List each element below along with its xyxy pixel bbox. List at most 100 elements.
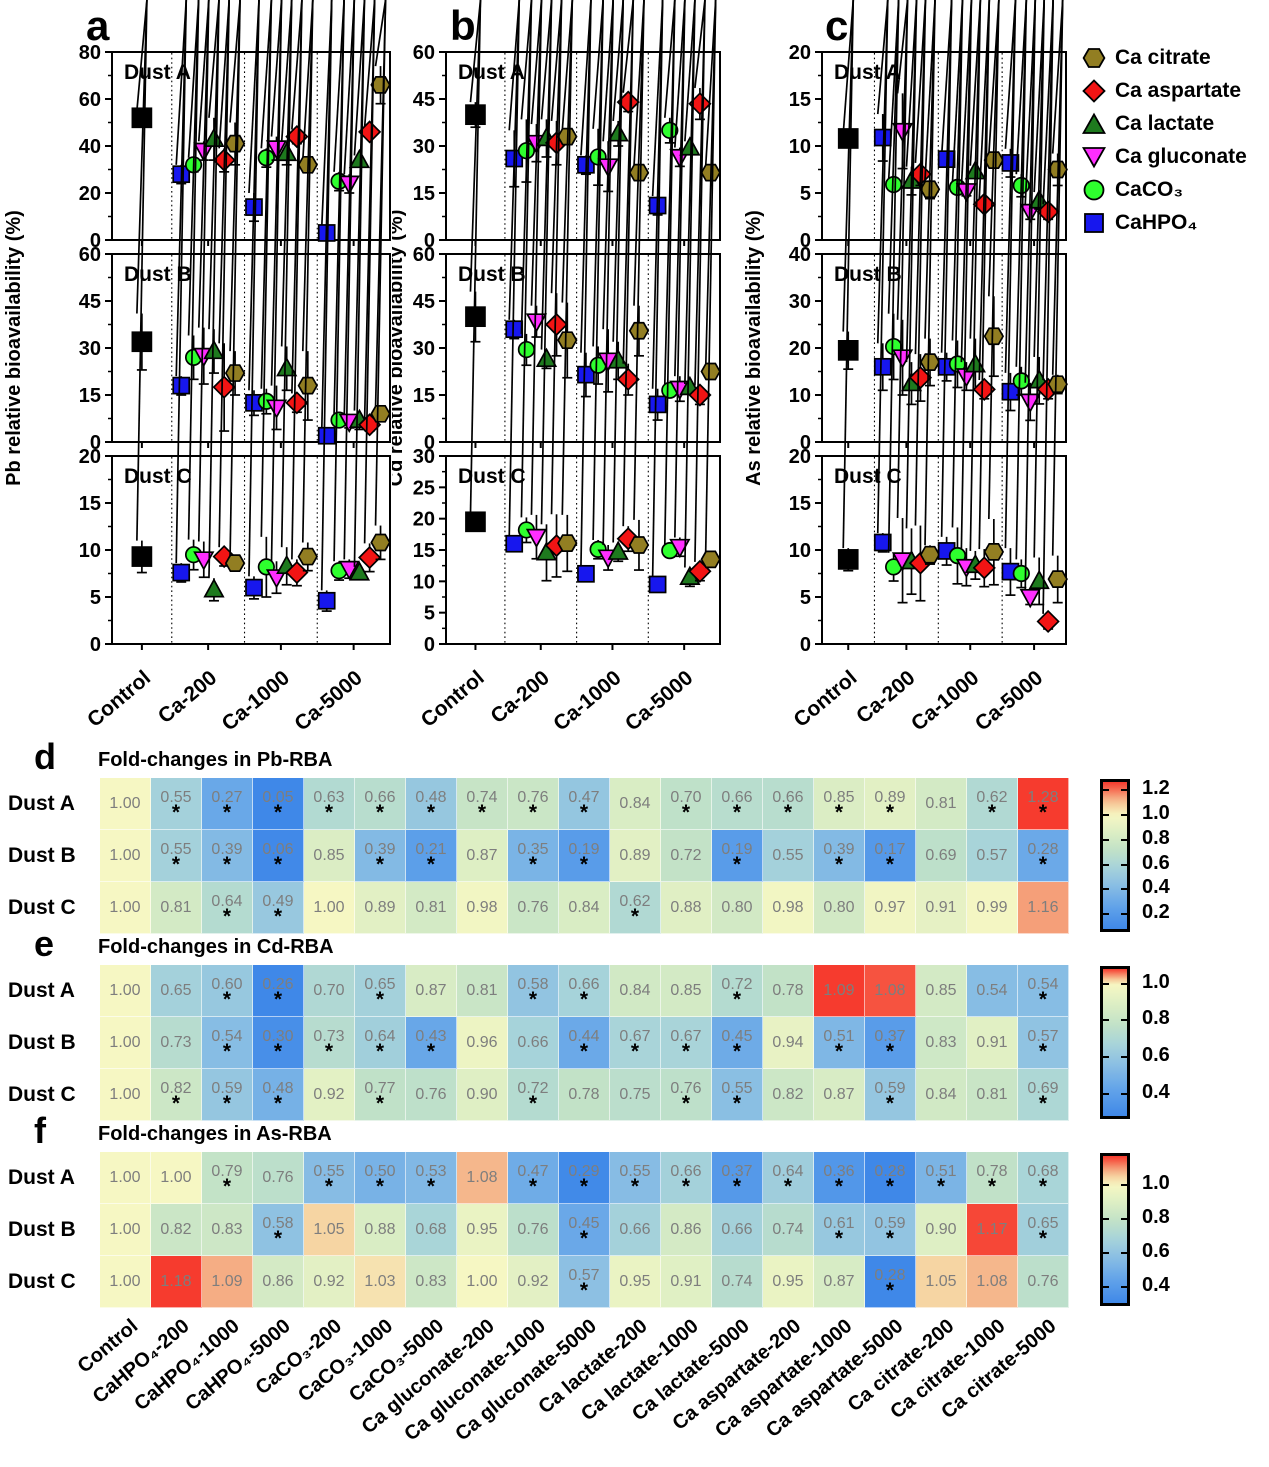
colorbar-tick-mark: [1121, 1093, 1127, 1096]
heatmap-cell: 0.76 *: [661, 1069, 712, 1121]
heatmap-cell: 0.85 *: [814, 778, 865, 830]
heatmap-cell: 0.44 *: [559, 1017, 610, 1069]
svg-text:80: 80: [79, 42, 101, 64]
panel-f-letter: f: [34, 1110, 46, 1151]
colorbar-tick-label: 0.6: [1142, 1044, 1170, 1067]
svg-text:15: 15: [79, 493, 101, 515]
heatmap-cell: 0.36 *: [814, 1152, 865, 1204]
heatmap-cell: 0.96: [457, 1017, 508, 1069]
heatmap-cell: 0.45 *: [559, 1204, 610, 1256]
heatmap-cell: 0.27 *: [202, 778, 253, 830]
heatmap-cell: 1.08: [967, 1256, 1018, 1308]
heatmap-cell: 0.39 *: [814, 830, 865, 882]
heatmap-cell: 0.19 *: [559, 830, 610, 882]
svg-text:25: 25: [413, 477, 435, 499]
colorbar-tick-mark: [1121, 863, 1127, 866]
svg-text:Ca-200: Ca-200: [486, 666, 554, 728]
heatmap-cell: 0.37 *: [712, 1152, 763, 1204]
colorbar-tick-label: 0.8: [1142, 1007, 1170, 1030]
heatmap-cell: 1.16: [1018, 882, 1069, 934]
legend-label: CaCO₃: [1115, 178, 1184, 201]
heatmap-cell: 0.76 *: [508, 778, 559, 830]
heatmap-cell: 1.28 *: [1018, 778, 1069, 830]
heatmap-cell: 0.78: [763, 965, 814, 1017]
svg-text:Ca-5000: Ca-5000: [971, 666, 1047, 735]
svg-text:0: 0: [90, 432, 101, 454]
svg-text:0: 0: [800, 230, 811, 252]
svg-text:0: 0: [424, 634, 435, 656]
heatmap-cell: 0.82: [763, 1069, 814, 1121]
diamond-marker-icon: [1082, 79, 1106, 103]
triangle-down-marker-icon: [1082, 147, 1106, 169]
heatmap-cell: 0.97: [865, 882, 916, 934]
heatmap-cell: 0.80: [712, 882, 763, 934]
svg-text:15: 15: [413, 540, 435, 562]
colorbar-tick-mark: [1121, 888, 1127, 891]
heatmap-cell: 0.85: [661, 965, 712, 1017]
heatmap-cell: 0.76: [1018, 1256, 1069, 1308]
svg-text:30: 30: [413, 136, 435, 158]
heatmap-cell: 0.54 *: [1018, 965, 1069, 1017]
heatmap-cell: 0.54 *: [202, 1017, 253, 1069]
heatmap-cell: 0.66 *: [559, 965, 610, 1017]
heatmap-cell: 0.53 *: [406, 1152, 457, 1204]
panel-d-colorbar: [1100, 779, 1130, 932]
svg-text:Control: Control: [83, 666, 155, 732]
heatmap-cell: 0.84: [559, 882, 610, 934]
colorbar-tick-mark: [1103, 788, 1109, 791]
colorbar-tick-mark: [1103, 863, 1109, 866]
heatmap-cell: 0.48 *: [253, 1069, 304, 1121]
heatmap-cell: 0.61 *: [814, 1204, 865, 1256]
svg-text:15: 15: [413, 385, 435, 407]
colorbar-tick-mark: [1103, 913, 1109, 916]
scatter-panels-section: a Pb relative bioavailability (%) 0 20 40 60 8…: [3, 0, 1068, 736]
heatmap-cell: 0.62 *: [967, 778, 1018, 830]
colorbar-tick-mark: [1103, 888, 1109, 891]
heatmap-cell: 0.77 *: [355, 1069, 406, 1121]
heatmap-cell: 0.84: [610, 965, 661, 1017]
heatmap-cell: 0.47 *: [508, 1152, 559, 1204]
colorbar-tick-mark: [1121, 1056, 1127, 1059]
svg-text:20: 20: [789, 446, 811, 468]
colorbar-tick-mark: [1103, 838, 1109, 841]
svg-text:10: 10: [789, 136, 811, 158]
heatmap-cell: 0.63 *: [304, 778, 355, 830]
heatmap-cell: 0.30 *: [253, 1017, 304, 1069]
svg-text:Ca-1000: Ca-1000: [549, 666, 625, 735]
heatmap-cell: 0.74: [763, 1204, 814, 1256]
heatmap-cell: 0.89: [355, 882, 406, 934]
colorbar-tick-label: 0.4: [1142, 1273, 1170, 1296]
heatmap-cell: 0.66: [610, 1204, 661, 1256]
svg-text:0: 0: [90, 634, 101, 656]
heatmap-cell: 0.66 *: [712, 778, 763, 830]
svg-text:Control: Control: [417, 666, 489, 732]
heatmap-cell: 0.87: [457, 830, 508, 882]
heatmap-cell: 0.74: [712, 1256, 763, 1308]
colorbar-tick-mark: [1121, 1251, 1127, 1254]
colorbar-tick-label: 0.4: [1142, 1081, 1170, 1104]
heatmap-cd-rba: e Fold-changes in Cd-RBA Dust A Dust B Dust …: [0, 923, 1269, 1122]
heatmap-cell: 0.35 *: [508, 830, 559, 882]
colorbar-tick-mark: [1103, 982, 1109, 985]
heatmap-row-label: Dust B: [8, 1218, 76, 1241]
colorbar-tick-mark: [1121, 838, 1127, 841]
heatmap-cell: 0.65: [151, 965, 202, 1017]
svg-text:b: b: [450, 2, 476, 49]
svg-text:0: 0: [90, 230, 101, 252]
heatmap-cell: 0.57 *: [1018, 1017, 1069, 1069]
heatmap-cell: 1.05: [304, 1204, 355, 1256]
heatmap-cell: 0.95: [457, 1204, 508, 1256]
heatmap-cell: 0.64 *: [763, 1152, 814, 1204]
svg-text:60: 60: [413, 244, 435, 266]
heatmap-cell: 1.00: [457, 1256, 508, 1308]
svg-text:60: 60: [79, 244, 101, 266]
heatmap-cell: 1.00: [100, 965, 151, 1017]
svg-text:60: 60: [79, 89, 101, 111]
heatmap-cell: 0.55 *: [610, 1152, 661, 1204]
svg-text:40: 40: [789, 244, 811, 266]
heatmap-cell: 0.76: [508, 1204, 559, 1256]
heatmap-cell: 0.73 *: [304, 1017, 355, 1069]
hexagon-marker-icon: [1082, 48, 1106, 68]
svg-text:20: 20: [789, 338, 811, 360]
